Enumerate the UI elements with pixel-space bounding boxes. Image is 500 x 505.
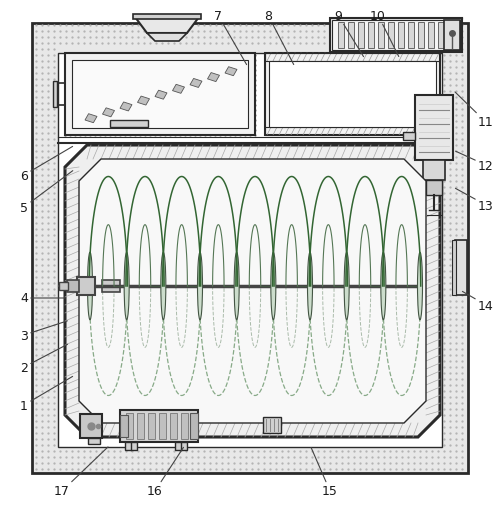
Bar: [428, 23, 434, 49]
Bar: [332, 21, 460, 51]
Polygon shape: [190, 79, 202, 88]
Text: 17: 17: [54, 447, 108, 497]
Bar: [125, 442, 137, 450]
Bar: [455, 240, 467, 295]
Bar: [32, 24, 468, 473]
Bar: [175, 442, 187, 450]
Bar: [368, 23, 374, 49]
Bar: [148, 413, 155, 439]
Text: 15: 15: [311, 447, 338, 497]
Text: 7: 7: [214, 10, 246, 66]
Text: 16: 16: [147, 447, 184, 497]
Ellipse shape: [124, 253, 129, 320]
Ellipse shape: [88, 253, 92, 320]
Polygon shape: [120, 103, 132, 112]
Polygon shape: [225, 68, 237, 77]
Bar: [72, 61, 248, 129]
Bar: [452, 240, 456, 295]
Bar: [388, 23, 394, 49]
Bar: [438, 23, 444, 49]
Bar: [159, 413, 166, 439]
Polygon shape: [172, 85, 184, 94]
Text: 4: 4: [20, 292, 65, 305]
Polygon shape: [135, 18, 199, 34]
Text: 11: 11: [455, 93, 494, 129]
Polygon shape: [208, 73, 220, 82]
Bar: [423, 161, 445, 181]
Bar: [265, 54, 440, 62]
Bar: [120, 410, 198, 442]
Bar: [80, 414, 102, 438]
Bar: [190, 413, 198, 439]
Text: 5: 5: [20, 171, 73, 214]
Bar: [403, 133, 415, 141]
Bar: [418, 23, 424, 49]
Bar: [408, 23, 414, 49]
Bar: [263, 417, 281, 433]
Ellipse shape: [344, 253, 349, 320]
Text: 14: 14: [462, 292, 494, 312]
Polygon shape: [65, 146, 440, 437]
Bar: [415, 96, 453, 161]
Ellipse shape: [308, 253, 312, 320]
Ellipse shape: [271, 253, 276, 320]
Bar: [444, 21, 460, 51]
Bar: [348, 23, 354, 49]
Text: 9: 9: [334, 10, 364, 58]
Text: 3: 3: [20, 321, 68, 342]
Bar: [126, 413, 133, 439]
Bar: [102, 280, 120, 292]
Bar: [59, 282, 68, 290]
Bar: [65, 54, 255, 136]
Bar: [265, 128, 440, 136]
Ellipse shape: [234, 253, 239, 320]
Polygon shape: [102, 109, 115, 118]
Bar: [269, 62, 436, 128]
Text: 13: 13: [456, 189, 494, 212]
Ellipse shape: [381, 253, 386, 320]
Bar: [358, 23, 364, 49]
Polygon shape: [155, 91, 167, 100]
Text: 12: 12: [456, 152, 494, 172]
Text: 8: 8: [264, 10, 294, 66]
Bar: [137, 413, 144, 439]
Bar: [53, 82, 57, 108]
Polygon shape: [138, 97, 149, 106]
Bar: [58, 54, 442, 447]
Bar: [338, 23, 344, 49]
Bar: [120, 415, 128, 437]
Bar: [67, 280, 79, 292]
Ellipse shape: [418, 253, 422, 320]
Bar: [110, 121, 148, 128]
Ellipse shape: [198, 253, 202, 320]
Ellipse shape: [161, 253, 166, 320]
Bar: [77, 277, 95, 295]
Bar: [181, 413, 188, 439]
Polygon shape: [79, 160, 426, 423]
Text: 1: 1: [20, 377, 72, 412]
Polygon shape: [85, 115, 97, 123]
Bar: [378, 23, 384, 49]
Polygon shape: [147, 34, 187, 42]
Bar: [170, 413, 177, 439]
Bar: [398, 23, 404, 49]
Text: 10: 10: [370, 10, 399, 58]
Bar: [426, 181, 442, 195]
Text: 6: 6: [20, 147, 72, 182]
Text: 2: 2: [20, 344, 68, 374]
Bar: [133, 15, 201, 20]
Bar: [265, 54, 440, 136]
Bar: [330, 19, 462, 53]
Bar: [88, 438, 100, 444]
